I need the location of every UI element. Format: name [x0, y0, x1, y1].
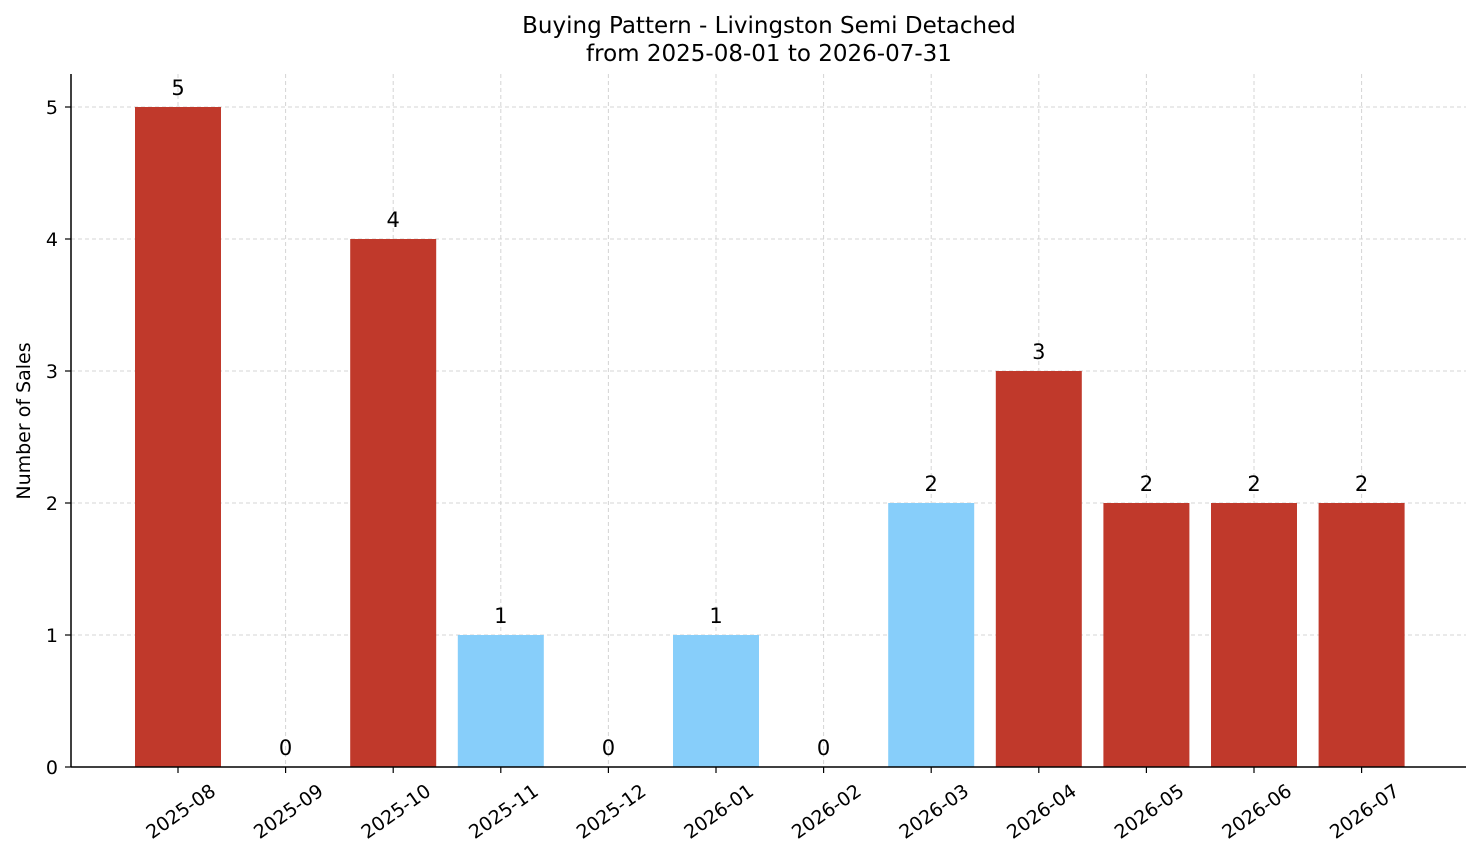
data-label-2026-04: 3 [1032, 340, 1045, 364]
bar-2025-08 [135, 107, 221, 767]
bar-2026-03 [888, 503, 975, 767]
data-label-2025-09: 0 [279, 736, 292, 760]
data-label-2026-05: 2 [1140, 472, 1153, 496]
y-axis-ticks: 0 1 2 3 4 5 [46, 97, 71, 779]
x-tick-label: 2026-02 [788, 780, 866, 844]
bar-2026-05 [1103, 503, 1190, 767]
data-label-2026-03: 2 [925, 472, 938, 496]
y-tick-label: 0 [46, 757, 58, 779]
data-label-2025-11: 1 [494, 604, 507, 628]
x-tick-label: 2026-07 [1326, 780, 1404, 844]
data-label-2026-02: 0 [817, 736, 830, 760]
x-axis-ticks: 2025-08 2025-09 2025-10 2025-11 2025-12 2026-… [142, 767, 1403, 844]
x-tick-label: 2026-04 [1003, 780, 1081, 844]
data-label-2025-08: 5 [171, 76, 184, 100]
x-tick-label: 2025-10 [357, 780, 435, 844]
x-tick-label: 2025-11 [465, 780, 543, 844]
y-axis-label: Number of Sales [13, 342, 35, 499]
chart-subtitle: from 2025-08-01 to 2026-07-31 [586, 41, 952, 67]
bar-2026-07 [1318, 503, 1405, 767]
bar-2025-11 [457, 635, 544, 767]
data-label-2026-01: 1 [709, 604, 722, 628]
y-tick-label: 3 [46, 361, 58, 383]
x-tick-label: 2026-01 [680, 780, 758, 844]
data-label-2026-06: 2 [1247, 472, 1260, 496]
x-tick-label: 2026-05 [1111, 780, 1189, 844]
axes [70, 74, 1466, 768]
x-tick-label: 2025-09 [250, 780, 328, 844]
data-label-2026-07: 2 [1355, 472, 1368, 496]
y-tick-label: 1 [46, 625, 58, 647]
data-label-2025-12: 0 [602, 736, 615, 760]
y-tick-label: 4 [46, 229, 58, 251]
x-tick-label: 2025-12 [573, 780, 651, 844]
data-labels: 5 0 4 1 0 1 0 2 3 2 2 2 [171, 76, 1368, 760]
bar-2026-06 [1211, 503, 1297, 767]
bar-2026-04 [995, 371, 1082, 767]
y-tick-label: 2 [46, 493, 58, 515]
x-tick-label: 2026-06 [1218, 780, 1296, 844]
bar-2025-10 [350, 239, 437, 767]
y-tick-label: 5 [46, 97, 58, 119]
bar-series [135, 107, 1405, 767]
data-label-2025-10: 4 [387, 208, 400, 232]
chart-title: Buying Pattern - Livingston Semi Detache… [522, 13, 1016, 39]
bar-2026-01 [673, 635, 759, 767]
x-tick-label: 2025-08 [142, 780, 220, 844]
x-tick-label: 2026-03 [895, 780, 973, 844]
